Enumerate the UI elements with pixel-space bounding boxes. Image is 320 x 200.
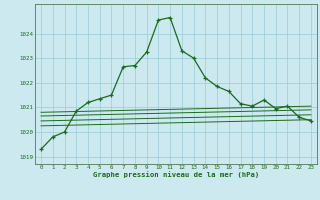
X-axis label: Graphe pression niveau de la mer (hPa): Graphe pression niveau de la mer (hPa) — [93, 171, 259, 178]
